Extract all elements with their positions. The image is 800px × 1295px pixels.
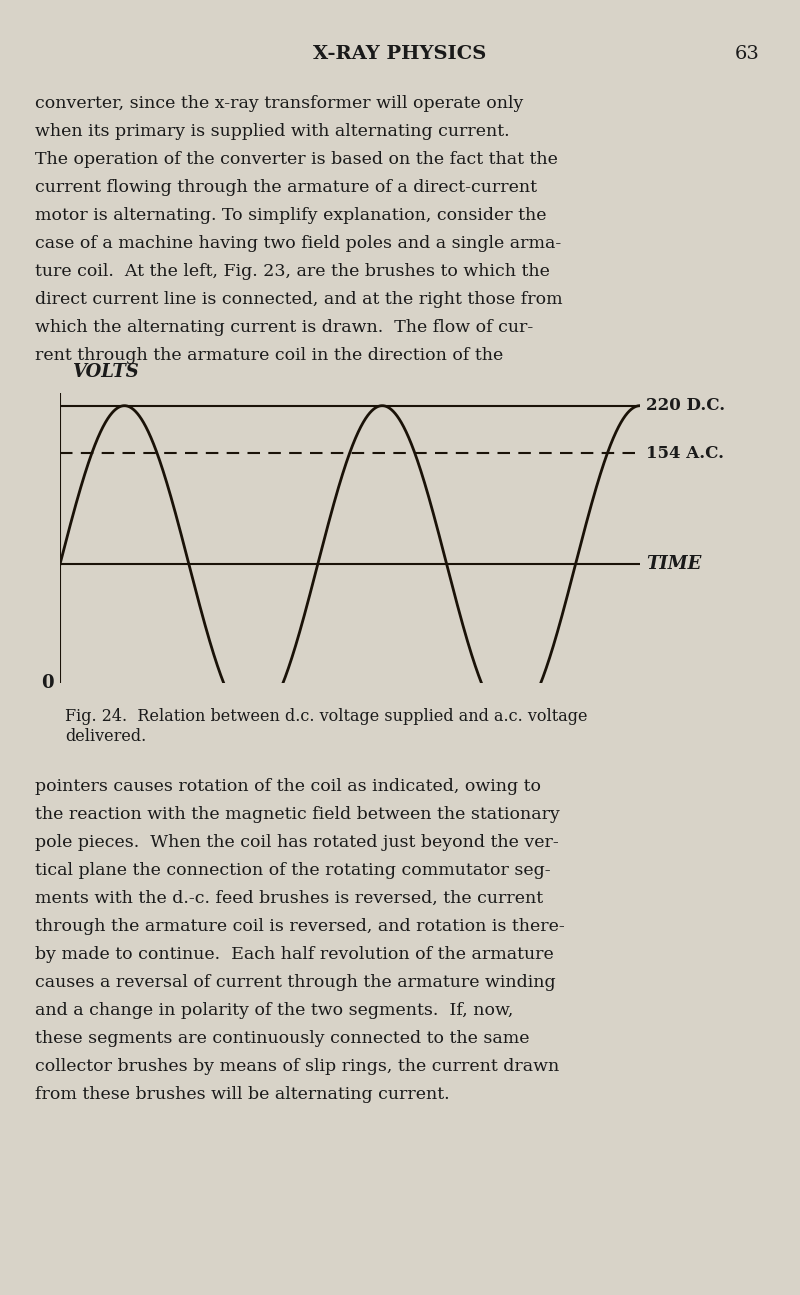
Text: collector brushes by means of slip rings, the current drawn: collector brushes by means of slip rings…: [35, 1058, 559, 1075]
Text: through the armature coil is reversed, and rotation is there-: through the armature coil is reversed, a…: [35, 918, 565, 935]
Text: tical plane the connection of the rotating commutator seg-: tical plane the connection of the rotati…: [35, 862, 550, 879]
Text: pointers causes rotation of the coil as indicated, owing to: pointers causes rotation of the coil as …: [35, 778, 541, 795]
Text: and a change in polarity of the two segments.  If, now,: and a change in polarity of the two segm…: [35, 1002, 514, 1019]
Text: 0: 0: [42, 673, 54, 692]
Text: TIME: TIME: [646, 556, 701, 574]
Text: ture coil.  At the left, Fig. 23, are the brushes to which the: ture coil. At the left, Fig. 23, are the…: [35, 263, 550, 280]
Text: Fig. 24.  Relation between d.c. voltage supplied and a.c. voltage
delivered.: Fig. 24. Relation between d.c. voltage s…: [65, 708, 587, 745]
Text: motor is alternating. To simplify explanation, consider the: motor is alternating. To simplify explan…: [35, 207, 546, 224]
Text: VOLTS: VOLTS: [72, 364, 138, 382]
Text: X-RAY PHYSICS: X-RAY PHYSICS: [314, 45, 486, 63]
Text: case of a machine having two field poles and a single arma-: case of a machine having two field poles…: [35, 234, 562, 253]
Text: the reaction with the magnetic field between the stationary: the reaction with the magnetic field bet…: [35, 805, 560, 824]
Text: current flowing through the armature of a direct-current: current flowing through the armature of …: [35, 179, 537, 196]
Text: causes a reversal of current through the armature winding: causes a reversal of current through the…: [35, 974, 556, 991]
Text: 220 D.C.: 220 D.C.: [646, 398, 725, 414]
Text: rent through the armature coil in the direction of the: rent through the armature coil in the di…: [35, 347, 503, 364]
Text: by made to continue.  Each half revolution of the armature: by made to continue. Each half revolutio…: [35, 947, 554, 963]
Text: 154 A.C.: 154 A.C.: [646, 444, 724, 462]
Text: 63: 63: [735, 45, 760, 63]
Text: The operation of the converter is based on the fact that the: The operation of the converter is based …: [35, 152, 558, 168]
Text: direct current line is connected, and at the right those from: direct current line is connected, and at…: [35, 291, 562, 308]
Text: these segments are continuously connected to the same: these segments are continuously connecte…: [35, 1030, 530, 1046]
Text: ments with the d.-c. feed brushes is reversed, the current: ments with the d.-c. feed brushes is rev…: [35, 890, 543, 906]
Text: which the alternating current is drawn.  The flow of cur-: which the alternating current is drawn. …: [35, 319, 534, 335]
Text: from these brushes will be alternating current.: from these brushes will be alternating c…: [35, 1087, 450, 1103]
Text: pole pieces.  When the coil has rotated just beyond the ver-: pole pieces. When the coil has rotated j…: [35, 834, 558, 851]
Text: when its primary is supplied with alternating current.: when its primary is supplied with altern…: [35, 123, 510, 140]
Text: converter, since the x-ray transformer will operate only: converter, since the x-ray transformer w…: [35, 95, 523, 111]
